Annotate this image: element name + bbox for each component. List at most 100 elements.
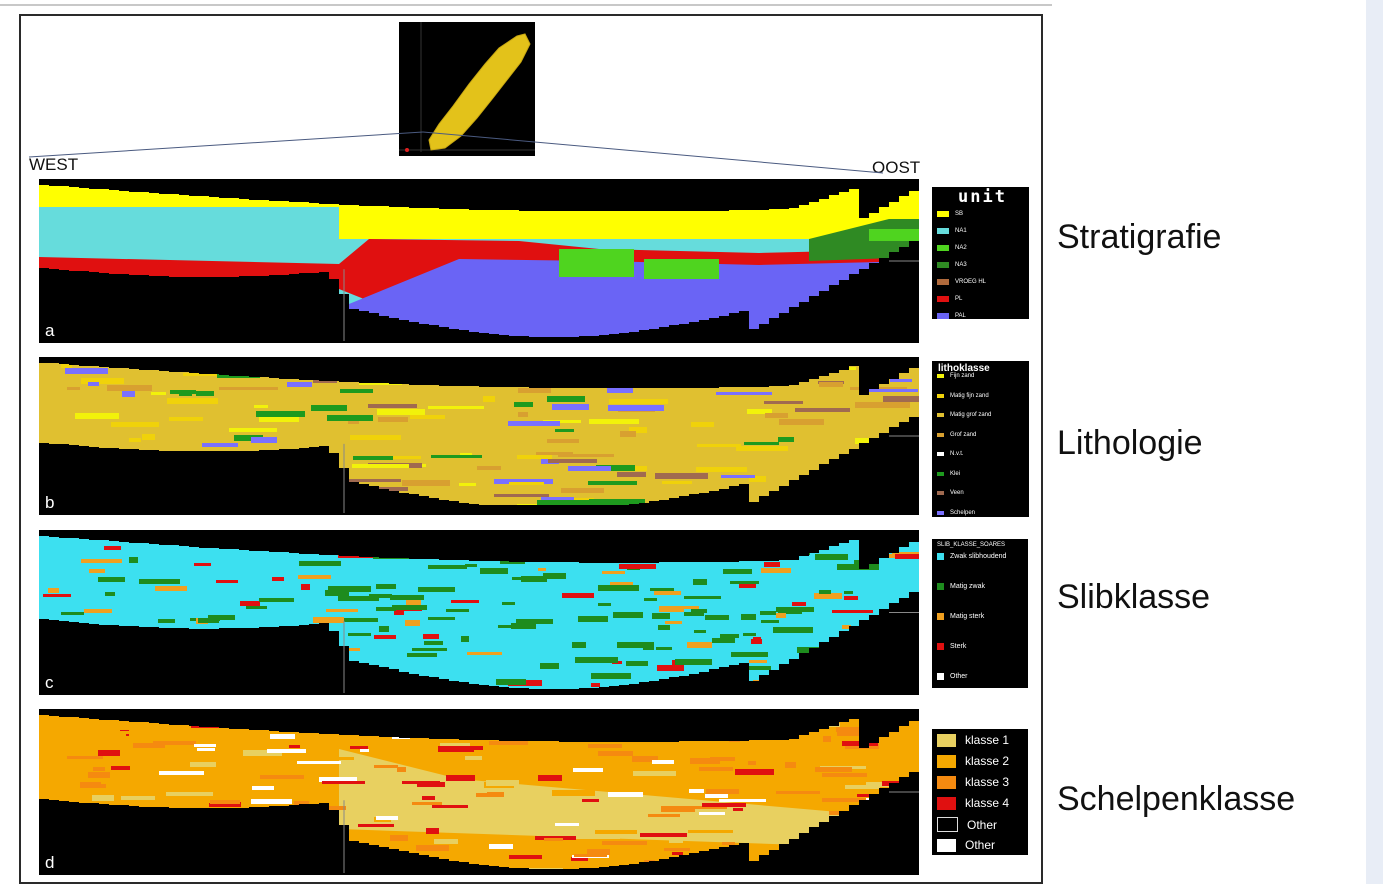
litho-block xyxy=(251,437,277,443)
litho-block xyxy=(289,363,342,365)
litho-block xyxy=(662,481,692,484)
shell-block xyxy=(168,853,205,858)
silt-block xyxy=(155,586,187,591)
silt-block xyxy=(512,577,529,580)
cross-section-panel-shell-class: d xyxy=(39,709,919,875)
litho-block xyxy=(517,455,552,459)
silt-block xyxy=(869,622,889,625)
section-body xyxy=(39,363,919,505)
legend-label: VROEG HL xyxy=(955,279,987,285)
silt-block xyxy=(116,532,145,535)
shell-block xyxy=(67,756,103,759)
silt-block xyxy=(131,649,156,655)
shell-block xyxy=(897,801,919,804)
litho-block xyxy=(696,467,747,472)
litho-block xyxy=(64,503,110,505)
shell-block xyxy=(820,723,840,727)
litho-block xyxy=(254,405,268,408)
shell-block xyxy=(857,794,899,797)
silt-block xyxy=(770,544,790,549)
shell-block xyxy=(397,767,406,772)
side-label-lithology: Lithologie xyxy=(1057,424,1203,462)
shell-block xyxy=(111,766,130,770)
silt-block xyxy=(621,536,662,537)
silt-block xyxy=(665,621,682,624)
legend-label: NA1 xyxy=(955,228,967,234)
legend-item: PL xyxy=(937,296,962,302)
silt-block xyxy=(357,678,379,682)
shell-block xyxy=(210,800,240,804)
silt-block xyxy=(815,554,848,560)
silt-block xyxy=(835,645,850,650)
legend-label: klasse 1 xyxy=(965,733,1010,747)
litho-block xyxy=(151,392,166,395)
silt-block xyxy=(94,635,114,639)
shell-block xyxy=(867,858,876,864)
litho-block xyxy=(131,490,166,496)
shell-block xyxy=(72,750,98,756)
silt-block xyxy=(428,565,467,569)
litho-block xyxy=(644,370,684,373)
shell-block xyxy=(260,775,304,779)
shell-block xyxy=(440,743,470,748)
silt-block xyxy=(406,600,421,606)
silt-block xyxy=(656,647,672,650)
shell-block xyxy=(429,863,455,868)
shell-block xyxy=(587,849,610,855)
legend-swatch xyxy=(937,228,949,234)
silt-block xyxy=(216,580,238,583)
silt-block xyxy=(428,617,455,620)
shell-block xyxy=(75,870,94,875)
litho-block xyxy=(460,453,472,456)
silt-block xyxy=(751,639,762,644)
litho-block xyxy=(229,428,277,432)
shell-block xyxy=(888,820,919,825)
litho-block xyxy=(148,363,173,367)
unit-layer xyxy=(39,259,919,337)
shell-block xyxy=(784,739,792,743)
legend-item: Matig fijn zand xyxy=(937,393,989,399)
legend-label: Matig fijn zand xyxy=(950,392,989,399)
shell-block xyxy=(252,786,274,790)
silt-block xyxy=(66,673,74,677)
shell-block xyxy=(417,782,445,787)
shell-block xyxy=(681,716,691,720)
shell-block xyxy=(166,792,213,796)
shell-block xyxy=(101,854,146,859)
shell-block xyxy=(85,750,120,756)
shell-block xyxy=(875,867,911,869)
silt-block xyxy=(701,559,728,562)
litho-block xyxy=(855,438,873,444)
silt-block xyxy=(323,661,333,665)
legend-label: klasse 2 xyxy=(965,754,1010,768)
silt-block xyxy=(465,564,477,567)
right-scrollbar-strip[interactable] xyxy=(1366,0,1383,884)
shell-block xyxy=(297,761,341,764)
silt-block xyxy=(572,642,586,648)
legend-item: SB xyxy=(937,211,963,217)
silt-block xyxy=(299,561,341,566)
silt-block xyxy=(610,582,633,587)
silt-block xyxy=(691,609,707,613)
shell-block xyxy=(822,773,867,777)
legend-label: Other xyxy=(967,817,998,832)
legend-swatch xyxy=(937,673,944,680)
silt-block xyxy=(502,602,515,605)
cross-section-panel-lithology: b xyxy=(39,357,919,515)
silt-block xyxy=(521,576,547,582)
shell-block xyxy=(509,855,542,859)
shell-block xyxy=(552,790,595,796)
litho-block xyxy=(169,417,203,421)
shell-block xyxy=(497,821,525,827)
litho-block xyxy=(298,450,312,453)
legend-label: Other xyxy=(965,838,996,852)
litho-block xyxy=(61,364,72,368)
shell-block xyxy=(194,744,216,747)
silt-block xyxy=(494,554,510,558)
litho-block xyxy=(676,367,716,371)
shell-block xyxy=(291,814,321,820)
litho-block xyxy=(536,363,566,365)
shell-block xyxy=(669,840,683,843)
silt-block xyxy=(533,536,561,539)
legend-label: NA2 xyxy=(955,245,967,251)
